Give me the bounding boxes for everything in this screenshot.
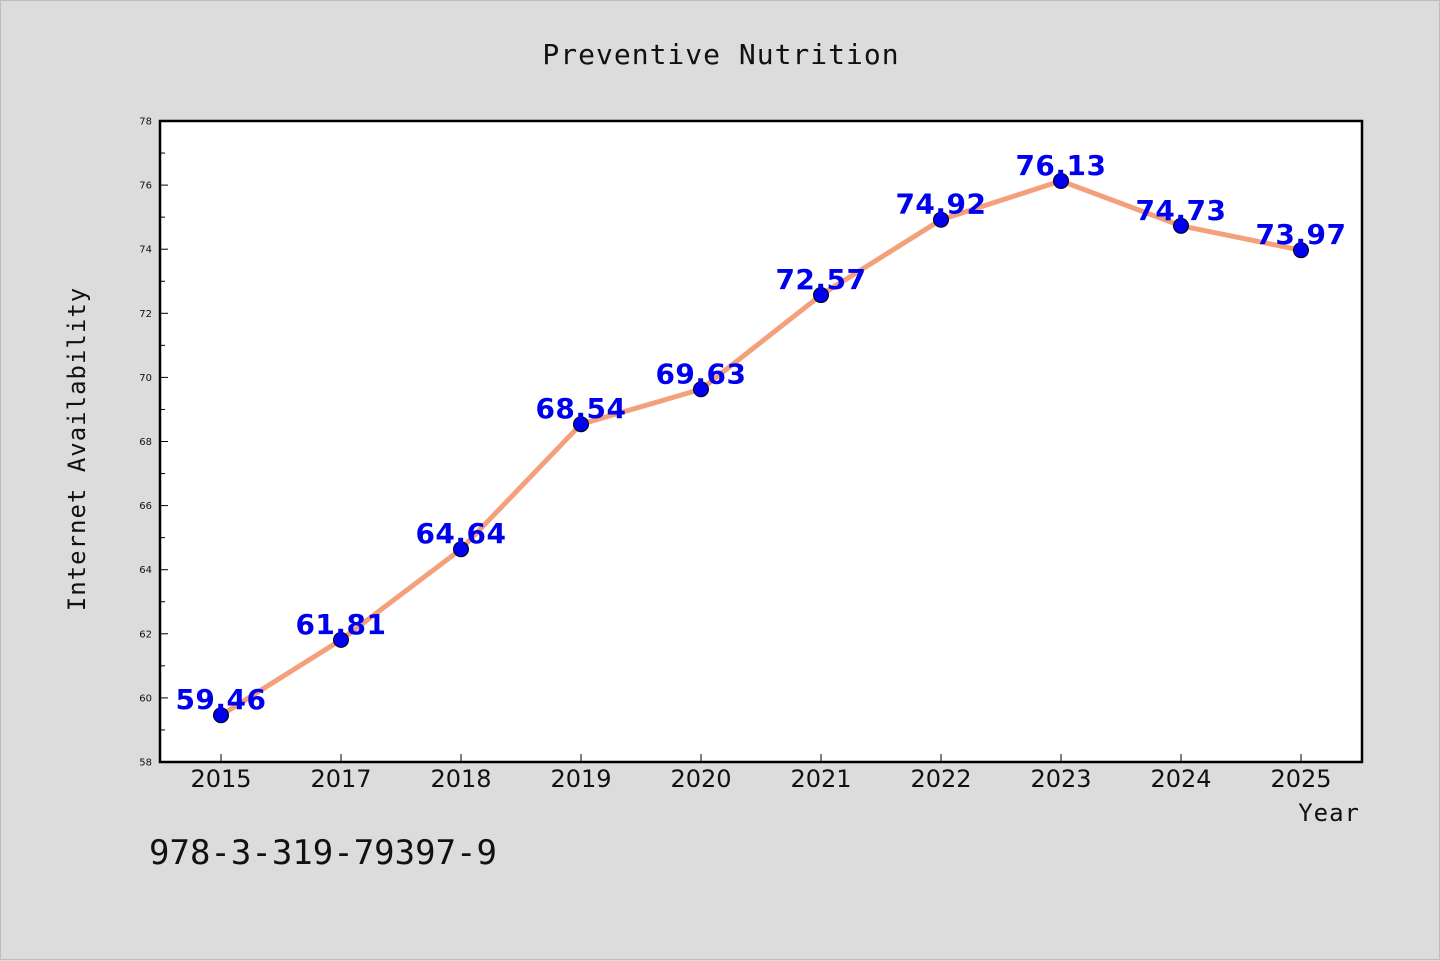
y-tick-label: 66 bbox=[139, 501, 152, 512]
x-tick-label: 2025 bbox=[1270, 765, 1331, 793]
data-point bbox=[693, 381, 709, 398]
y-tick-label: 68 bbox=[139, 437, 152, 448]
data-label: 68.54 bbox=[535, 392, 626, 425]
x-tick-label: 2018 bbox=[430, 765, 491, 793]
x-axis-label: Year bbox=[1298, 799, 1360, 827]
footer-code: 978-3-319-79397-9 bbox=[149, 833, 497, 873]
data-point bbox=[813, 287, 829, 304]
y-tick-label: 62 bbox=[139, 629, 152, 640]
data-point bbox=[453, 541, 469, 558]
y-tick-label: 60 bbox=[139, 693, 152, 704]
data-point bbox=[213, 707, 229, 724]
data-point bbox=[1053, 172, 1069, 189]
data-label: 74.92 bbox=[895, 188, 986, 221]
x-tick-label: 2017 bbox=[310, 765, 371, 793]
x-axis: 2015 2017 2018 2019 2020 2021 2022 2023 2024 2025 bbox=[190, 754, 1332, 793]
data-point bbox=[1293, 242, 1309, 259]
x-tick-label: 2022 bbox=[910, 765, 971, 793]
x-tick-label: 2019 bbox=[550, 765, 611, 793]
y-tick-label: 72 bbox=[139, 309, 152, 320]
y-axis: 58 60 62 64 66 68 70 72 74 76 78 bbox=[139, 117, 168, 769]
data-label: 72.57 bbox=[775, 263, 866, 296]
y-tick-label: 74 bbox=[139, 245, 152, 256]
y-tick-label: 64 bbox=[139, 565, 152, 576]
y-tick-label: 76 bbox=[139, 181, 152, 192]
x-tick-label: 2015 bbox=[190, 765, 251, 793]
data-label: 76.13 bbox=[1015, 149, 1106, 182]
data-point bbox=[1173, 217, 1189, 234]
x-tick-label: 2024 bbox=[1150, 765, 1211, 793]
series-line bbox=[218, 178, 1304, 718]
data-label: 59.46 bbox=[175, 683, 266, 716]
data-label: 61.81 bbox=[295, 608, 386, 641]
data-label: 69.63 bbox=[655, 357, 746, 390]
data-label: 74.73 bbox=[1135, 194, 1226, 227]
x-tick-label: 2023 bbox=[1030, 765, 1091, 793]
y-tick-label: 58 bbox=[139, 758, 152, 769]
data-label: 73.97 bbox=[1255, 218, 1346, 251]
plot-area bbox=[158, 119, 1364, 764]
chart-title: Preventive Nutrition bbox=[542, 38, 899, 71]
data-point bbox=[573, 416, 589, 433]
y-axis-label: Internet Availability bbox=[63, 287, 91, 611]
x-tick-label: 2021 bbox=[790, 765, 851, 793]
data-label: 64.64 bbox=[415, 517, 506, 550]
data-point bbox=[333, 631, 349, 648]
data-point bbox=[933, 211, 949, 228]
y-tick-label: 78 bbox=[139, 117, 152, 128]
series-layer: 59.46 61.81 64.64 68.54 69.63 72.57 74.92 76.13… bbox=[175, 149, 1346, 724]
x-tick-label: 2020 bbox=[670, 765, 731, 793]
y-tick-label: 70 bbox=[139, 373, 152, 384]
